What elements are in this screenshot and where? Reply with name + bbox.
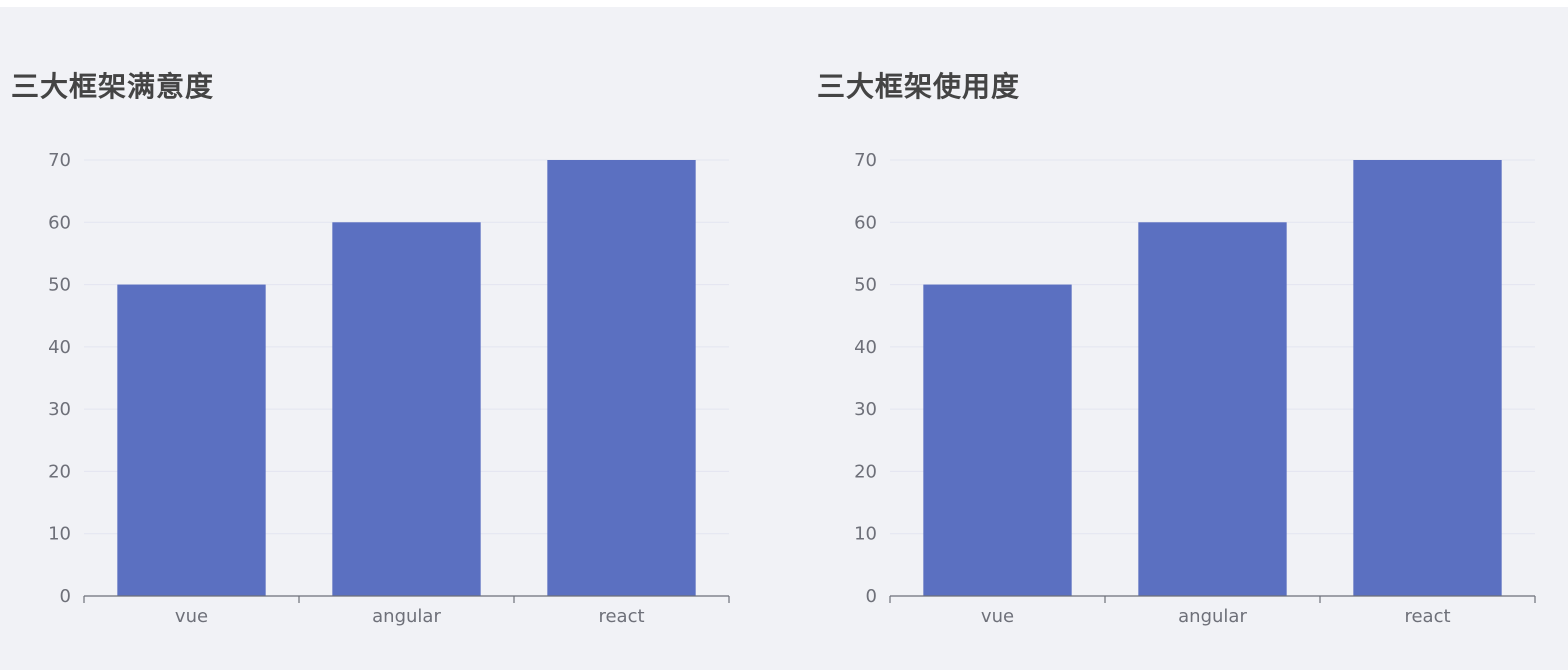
- bar-vue[interactable]: [117, 284, 266, 596]
- x-tick-label: angular: [372, 606, 441, 627]
- y-tick-label: 50: [854, 275, 877, 296]
- bar-angular[interactable]: [332, 222, 481, 597]
- bar-react[interactable]: [1353, 160, 1502, 596]
- dashboard-canvas: 三大框架满意度 0 10 20 30 40 50 60 70 vue angular react 三…: [0, 7, 1568, 670]
- y-tick-label: 20: [854, 461, 877, 482]
- chart-title: 三大框架使用度: [817, 70, 1021, 103]
- y-tick-label: 20: [48, 461, 71, 482]
- bar-vue[interactable]: [923, 284, 1072, 596]
- y-tick-label: 0: [60, 586, 71, 607]
- x-tick-label: vue: [981, 606, 1014, 627]
- y-tick-label: 10: [48, 524, 71, 545]
- y-tick-label: 10: [854, 524, 877, 545]
- y-tick-label: 50: [48, 275, 71, 296]
- satisfaction-chart-panel: 三大框架满意度 0 10 20 30 40 50 60 70 vue angular react: [0, 7, 784, 670]
- y-tick-label: 60: [854, 212, 877, 233]
- y-tick-label: 40: [854, 337, 877, 358]
- y-tick-label: 70: [48, 150, 71, 171]
- y-tick-label: 60: [48, 212, 71, 233]
- y-tick-label: 30: [854, 399, 877, 420]
- x-tick-label: react: [598, 606, 644, 627]
- x-tick-label: react: [1404, 606, 1450, 627]
- y-tick-label: 70: [854, 150, 877, 171]
- x-tick-label: angular: [1178, 606, 1247, 627]
- y-tick-label: 0: [866, 586, 877, 607]
- chart-title: 三大框架满意度: [11, 70, 215, 103]
- y-tick-label: 30: [48, 399, 71, 420]
- y-tick-label: 40: [48, 337, 71, 358]
- bar-angular[interactable]: [1138, 222, 1287, 597]
- bar-chart-plot: 0 10 20 30 40 50 60 70 vue angular react: [48, 150, 730, 627]
- x-tick-label: vue: [175, 606, 208, 627]
- bar-chart-plot: 0 10 20 30 40 50 60 70 vue angular react: [854, 150, 1536, 627]
- bar-react[interactable]: [547, 160, 696, 596]
- usage-chart-panel: 三大框架使用度 0 10 20 30 40 50 60 70 vue angular react: [806, 7, 1568, 670]
